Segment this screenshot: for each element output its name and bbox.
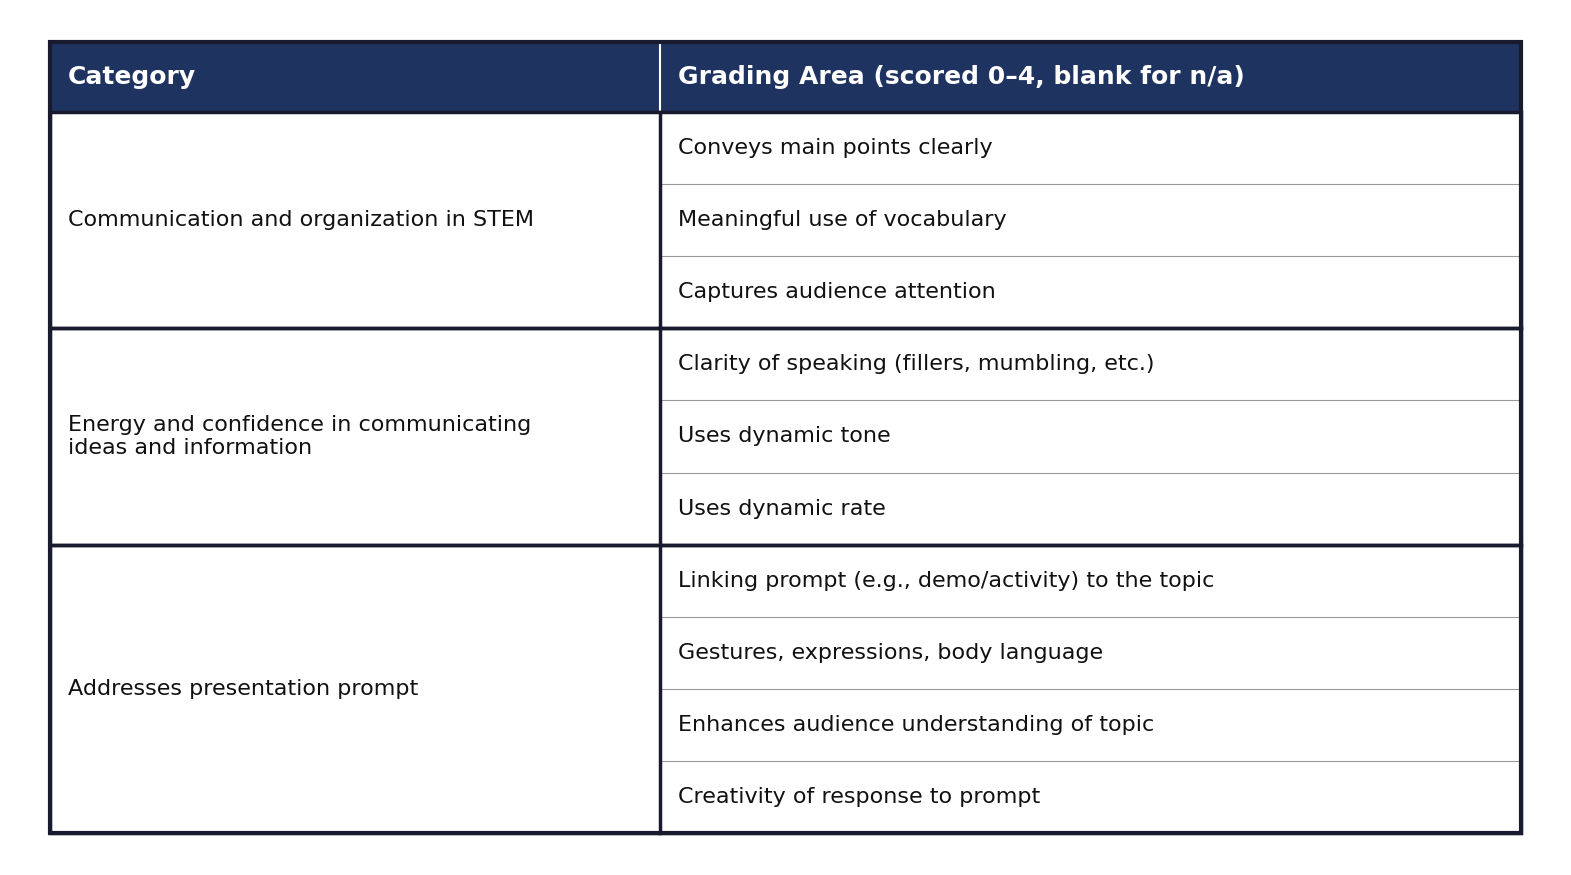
Bar — [50, 544, 1521, 833]
Text: Captures audience attention: Captures audience attention — [679, 283, 996, 302]
Text: Enhances audience understanding of topic: Enhances audience understanding of topic — [679, 715, 1155, 735]
Bar — [50, 328, 660, 544]
Bar — [660, 112, 1521, 184]
Bar — [660, 617, 1521, 689]
Text: Conveys main points clearly: Conveys main points clearly — [679, 138, 993, 158]
Bar — [660, 401, 1521, 472]
Bar — [50, 544, 660, 833]
Text: Gestures, expressions, body language: Gestures, expressions, body language — [679, 643, 1103, 662]
Text: Clarity of speaking (fillers, mumbling, etc.): Clarity of speaking (fillers, mumbling, … — [679, 354, 1155, 374]
Text: Addresses presentation prompt: Addresses presentation prompt — [68, 679, 418, 699]
Bar — [660, 544, 1521, 617]
Bar — [50, 42, 1521, 112]
Bar — [660, 473, 1521, 544]
Text: Energy and confidence in communicating
ideas and information: Energy and confidence in communicating i… — [68, 415, 531, 458]
Bar — [50, 112, 1521, 328]
Bar — [50, 112, 660, 328]
Text: Communication and organization in STEM: Communication and organization in STEM — [68, 210, 534, 230]
Text: Uses dynamic tone: Uses dynamic tone — [679, 426, 891, 446]
Text: Category: Category — [68, 65, 196, 89]
Bar — [50, 328, 1521, 544]
Bar — [660, 328, 1521, 401]
Text: Linking prompt (e.g., demo/activity) to the topic: Linking prompt (e.g., demo/activity) to … — [679, 570, 1214, 591]
Text: Creativity of response to prompt: Creativity of response to prompt — [679, 787, 1040, 807]
Text: Uses dynamic rate: Uses dynamic rate — [679, 499, 886, 519]
Bar — [660, 689, 1521, 761]
Bar — [660, 256, 1521, 328]
Bar — [660, 184, 1521, 256]
Text: Grading Area (scored 0–4, blank for n/a): Grading Area (scored 0–4, blank for n/a) — [679, 65, 1246, 89]
Bar — [660, 761, 1521, 833]
Text: Meaningful use of vocabulary: Meaningful use of vocabulary — [679, 210, 1007, 230]
